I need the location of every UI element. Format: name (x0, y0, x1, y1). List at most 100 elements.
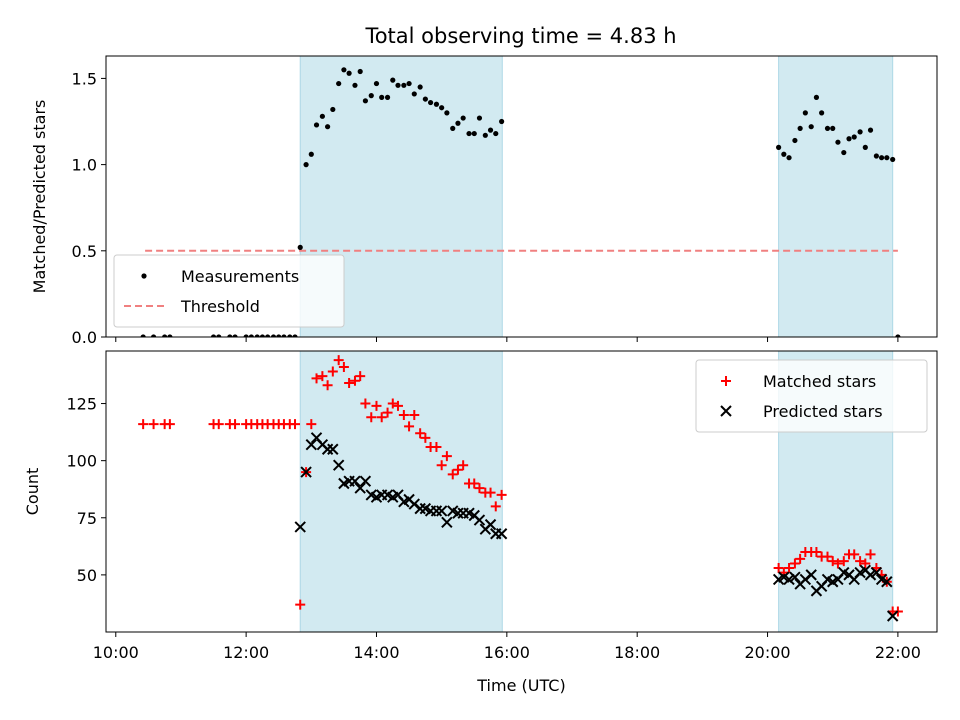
matched-stars-point (322, 380, 333, 391)
matched-stars-point (838, 556, 849, 567)
measurement-point (786, 155, 792, 161)
matched-stars-point (317, 371, 328, 382)
predicted-stars-point (473, 514, 486, 526)
measurement-point (248, 334, 254, 337)
matched-stars-point (349, 375, 360, 386)
measurement-point (162, 334, 168, 337)
measurement-point (417, 84, 423, 90)
measurement-point (352, 82, 358, 88)
y-tick-label: 125 (66, 395, 97, 414)
predicted-stars-point (414, 502, 426, 515)
matched-stars-point (327, 366, 338, 377)
x-tick-label: 20:00 (744, 643, 790, 662)
y-axis-label: Matched/Predicted stars (30, 100, 49, 294)
matched-stars-point (811, 547, 822, 558)
measurement-point (439, 105, 445, 111)
x-tick-label: 14:00 (353, 643, 399, 662)
measurement-point (362, 98, 369, 104)
matched-stars-point (295, 599, 306, 610)
legend-marker (141, 273, 147, 279)
y-tick-label: 50 (77, 566, 97, 585)
matched-stars-point (447, 469, 458, 480)
matched-stars-point (865, 549, 876, 560)
measurement-point (873, 153, 879, 159)
matched-stars-point (420, 432, 431, 443)
measurement-point (325, 124, 331, 130)
measurement-point (455, 120, 461, 126)
matched-stars-point (376, 412, 387, 423)
measurement-point (781, 151, 787, 157)
legend: Measurements Threshold (113, 254, 345, 328)
matched-stars-point (469, 478, 480, 489)
measurement-point (427, 99, 434, 106)
matched-stars-point (164, 419, 175, 430)
matched-stars-point (366, 412, 377, 423)
measurement-point (450, 125, 456, 132)
x-tick-label: 10:00 (93, 643, 139, 662)
predicted-stars-point (864, 569, 877, 581)
predicted-stars-point (321, 443, 334, 455)
measurement-point (384, 94, 391, 100)
y-tick-label: 75 (77, 509, 97, 528)
legend-label: Measurements (181, 267, 299, 286)
y-tick-label: 0.5 (72, 242, 97, 261)
predicted-stars-point (359, 475, 372, 487)
measurement-point (830, 125, 836, 132)
axes-frame (105, 55, 938, 338)
x-tick-label: 12:00 (223, 643, 269, 662)
measurement-point (444, 110, 450, 116)
matched-stars-point (404, 421, 415, 432)
matched-stars-point (452, 464, 463, 475)
matched-stars-point (344, 377, 355, 388)
measurement-point (411, 91, 417, 97)
matched-stars-point (213, 419, 224, 430)
measurement-point (140, 334, 146, 337)
plot-area (138, 351, 903, 632)
measurement-point (243, 334, 249, 337)
matched-stars-point (138, 419, 149, 430)
measurement-point (368, 93, 374, 99)
measurement-point (292, 334, 298, 337)
matched-stars-point (290, 419, 301, 430)
measurement-point (254, 334, 260, 337)
measurement-point (884, 155, 890, 161)
top-panel: 0.0 0.5 1.0 1.5 Matched/Predicted stars Measu… (30, 55, 938, 347)
matched-stars-point (485, 487, 496, 498)
matched-stars-point (392, 400, 403, 411)
measurement-point (808, 124, 814, 130)
measurement-point (281, 334, 287, 337)
predicted-stars-point (300, 466, 312, 478)
measurement-point (406, 80, 412, 87)
predicted-stars-point (870, 566, 883, 579)
figure-title: Total observing time = 4.83 h (364, 24, 676, 48)
matched-stars-point (860, 558, 871, 569)
measurement-point (466, 130, 472, 137)
measurement-point (227, 334, 233, 337)
predicted-stars-point (349, 475, 361, 487)
predicted-stars-point (789, 571, 801, 583)
measurement-point (313, 122, 320, 128)
matched-stars-point (441, 451, 452, 462)
matched-stars-point (148, 419, 159, 430)
legend-label: Predicted stars (763, 402, 883, 421)
predicted-stars-point (484, 518, 497, 531)
measurement-point (802, 110, 808, 116)
legend-label: Threshold (180, 297, 260, 316)
measurement-point (471, 130, 477, 137)
matched-stars-point (827, 556, 838, 567)
measurement-point (297, 244, 303, 250)
matched-stars-point (338, 361, 349, 372)
x-tick-label: 16:00 (484, 643, 530, 662)
predicted-stars-point (305, 438, 318, 451)
measurement-point (346, 70, 352, 76)
x-axis-label: Time (UTC) (476, 676, 565, 695)
measurement-point (336, 80, 342, 87)
measurement-point (357, 68, 363, 75)
predicted-stars-point (452, 507, 464, 519)
measurement-point (493, 130, 499, 137)
measurement-point (867, 127, 874, 133)
measurement-point (422, 96, 428, 102)
x-tick-label: 22:00 (875, 643, 921, 662)
matched-stars-point (849, 549, 860, 560)
matched-stars-point (458, 460, 469, 471)
